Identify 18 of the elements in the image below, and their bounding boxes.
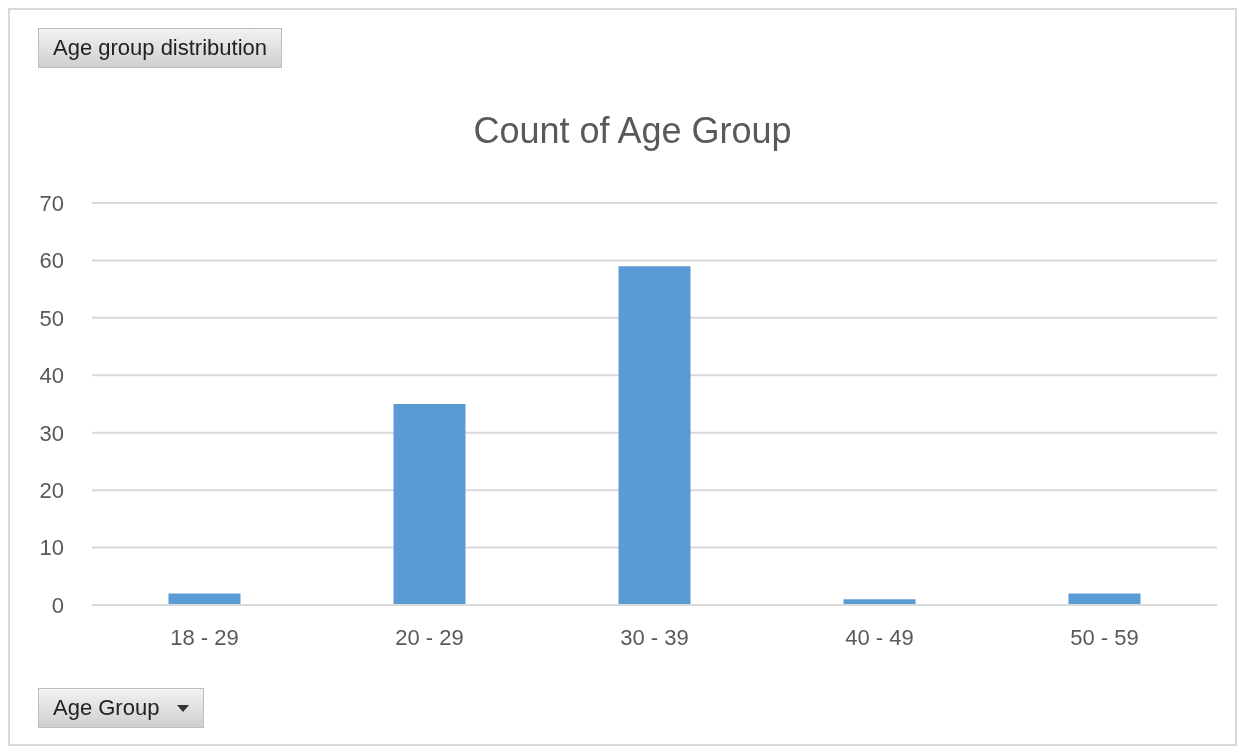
y-tick-label: 70 [39,190,64,216]
bar [618,266,691,605]
y-tick-label: 0 [51,592,64,618]
y-tick-label: 20 [39,477,64,503]
text: Age Group [53,695,160,721]
x-tick-label: 18 - 29 [170,624,239,650]
text: Age group distribution [38,28,283,68]
x-tick-label: 40 - 49 [845,624,914,650]
y-tick-label: 40 [39,363,64,389]
chart-title: Count of Age Group [472,110,793,152]
x-tick-label: 30 - 39 [620,624,689,650]
y-tick-label: 30 [39,420,64,446]
x-tick-label: 50 - 59 [1070,624,1139,650]
y-tick-label: 60 [39,248,64,274]
x-tick-label: 20 - 29 [395,624,464,650]
y-tick-label: 50 [39,305,64,331]
y-tick-label: 10 [39,535,64,561]
bar [393,404,466,605]
